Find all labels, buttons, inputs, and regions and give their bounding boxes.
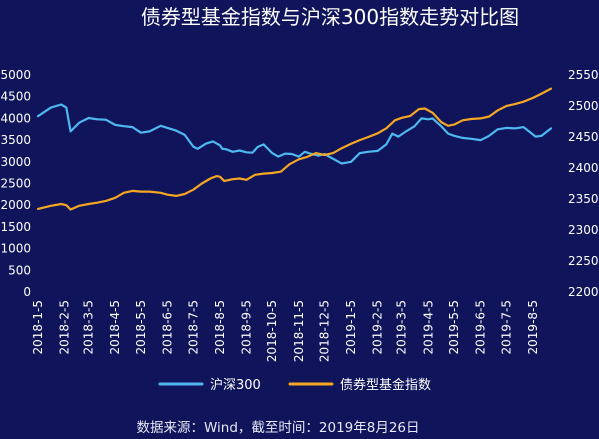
left-tick-label: 0 bbox=[23, 285, 31, 299]
x-tick-label: 2019-5-5 bbox=[447, 300, 461, 354]
legend-label: 债券型基金指数 bbox=[340, 377, 431, 393]
x-tick-label: 2019-6-5 bbox=[474, 300, 488, 354]
legend: 沪深300 债券型基金指数 bbox=[158, 377, 431, 393]
left-tick-label: 500 bbox=[8, 263, 31, 277]
x-tick-label: 2019-7-5 bbox=[499, 300, 513, 354]
left-tick-label: 1500 bbox=[0, 220, 31, 234]
bond-fund-index-line bbox=[36, 87, 553, 211]
x-tick-label: 2018-3-5 bbox=[82, 300, 96, 354]
right-axis: 2200 2250 2300 2350 2400 2450 2500 2550 bbox=[568, 68, 599, 299]
x-tick-label: 2018-6-5 bbox=[161, 300, 175, 354]
x-tick-label: 2018-4-5 bbox=[108, 300, 122, 354]
x-tick-label: 2019-3-5 bbox=[395, 300, 409, 354]
x-tick-label: 2018-9-5 bbox=[239, 300, 253, 354]
right-tick-label: 2300 bbox=[568, 223, 599, 237]
x-tick-label: 2018-8-5 bbox=[213, 300, 227, 354]
right-tick-label: 2250 bbox=[568, 254, 599, 268]
x-tick-label: 2018-7-5 bbox=[186, 300, 200, 354]
left-axis: 0 500 1000 1500 2000 2500 3000 3500 4000 4500 5000 bbox=[0, 68, 31, 299]
left-tick-label: 5000 bbox=[0, 68, 31, 82]
x-tick-label: 2018-11-5 bbox=[292, 300, 306, 362]
source-note: 数据来源：Wind，截至时间：2019年8月26日 bbox=[136, 420, 419, 436]
plot-area bbox=[36, 87, 553, 211]
right-tick-label: 2400 bbox=[568, 161, 599, 175]
x-tick-label: 2019-4-5 bbox=[421, 300, 435, 354]
right-tick-label: 2450 bbox=[568, 130, 599, 144]
x-tick-label: 2019-8-5 bbox=[526, 300, 540, 354]
csi300-line bbox=[36, 103, 553, 165]
left-tick-label: 4000 bbox=[0, 111, 31, 125]
right-tick-label: 2350 bbox=[568, 192, 599, 206]
x-tick-label: 2018-5-5 bbox=[134, 300, 148, 354]
x-tick-label: 2018-2-5 bbox=[58, 300, 72, 354]
x-axis: 2018-1-5 2018-2-5 2018-3-5 2018-4-5 2018-5-5… bbox=[31, 300, 540, 362]
x-tick-label: 2019-1-5 bbox=[344, 300, 358, 354]
chart-title: 债券型基金指数与沪深300指数走势对比图 bbox=[141, 5, 519, 29]
right-tick-label: 2500 bbox=[568, 99, 599, 113]
left-tick-label: 2000 bbox=[0, 198, 31, 212]
x-tick-label: 2018-12-5 bbox=[318, 300, 332, 362]
left-tick-label: 4500 bbox=[0, 90, 31, 104]
x-tick-label: 2018-10-5 bbox=[265, 300, 279, 362]
left-tick-label: 3000 bbox=[0, 155, 31, 169]
legend-label: 沪深300 bbox=[210, 377, 261, 393]
left-tick-label: 2500 bbox=[0, 177, 31, 191]
right-tick-label: 2200 bbox=[568, 285, 599, 299]
left-tick-label: 3500 bbox=[0, 133, 31, 147]
left-tick-label: 1000 bbox=[0, 242, 31, 256]
x-tick-label: 2018-1-5 bbox=[31, 300, 45, 354]
x-tick-label: 2019-2-5 bbox=[371, 300, 385, 354]
right-tick-label: 2550 bbox=[568, 68, 599, 82]
